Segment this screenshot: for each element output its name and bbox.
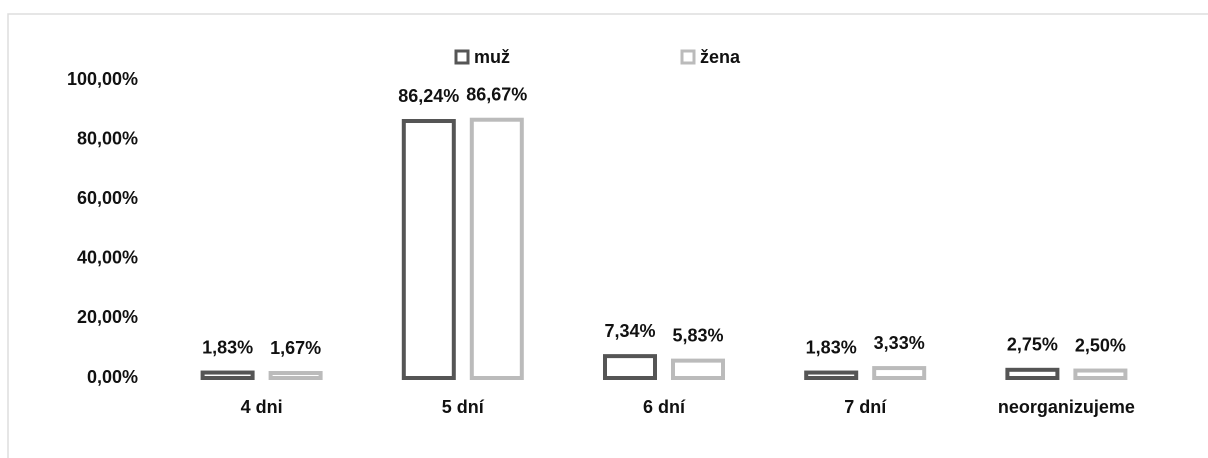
legend-swatch — [680, 49, 696, 65]
value-label: 1,67% — [270, 338, 321, 358]
x-tick-label: 4 dni — [241, 397, 283, 417]
value-label: 86,24% — [398, 86, 459, 106]
legend-swatch — [454, 49, 470, 65]
x-tick-label: 7 dní — [844, 397, 887, 417]
bar — [872, 366, 927, 380]
x-tick-label: 5 dní — [442, 397, 485, 417]
y-tick-label: 80,00% — [77, 128, 138, 148]
bar — [1005, 367, 1060, 380]
bar — [401, 119, 456, 381]
y-tick-label: 100,00% — [67, 69, 138, 89]
bar — [268, 371, 323, 381]
bar — [1073, 368, 1128, 380]
bar — [469, 117, 524, 381]
value-label: 7,34% — [604, 321, 655, 341]
x-tick-label: 6 dní — [643, 397, 686, 417]
value-label: 1,83% — [202, 337, 253, 357]
legend-label: žena — [700, 47, 741, 67]
y-tick-label: 20,00% — [77, 307, 138, 327]
bar — [200, 370, 255, 381]
y-tick-label: 40,00% — [77, 248, 138, 268]
value-label: 2,75% — [1007, 335, 1058, 355]
value-label: 5,83% — [672, 325, 723, 345]
x-tick-label: neorganizujeme — [998, 397, 1135, 417]
bar — [804, 370, 859, 381]
y-tick-label: 60,00% — [77, 188, 138, 208]
legend-label: muž — [474, 47, 510, 67]
value-label: 1,83% — [806, 337, 857, 357]
bar — [603, 354, 657, 380]
y-tick-label: 0,00% — [87, 367, 138, 387]
value-label: 2,50% — [1075, 335, 1126, 355]
bar — [671, 358, 725, 380]
value-label: 3,33% — [874, 333, 925, 353]
chart-border — [7, 13, 1208, 458]
value-label: 86,67% — [466, 84, 527, 104]
